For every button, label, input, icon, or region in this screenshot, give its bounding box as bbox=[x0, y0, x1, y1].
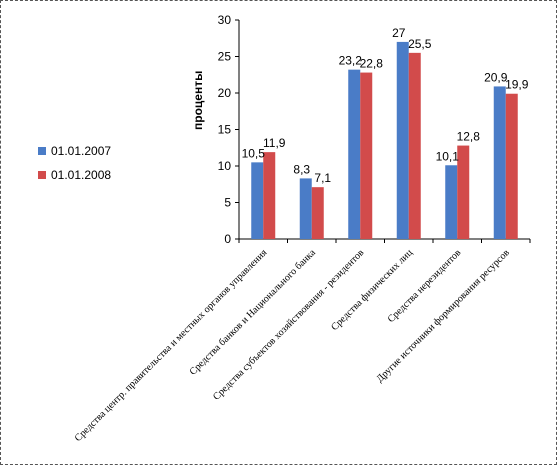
y-tick-label: 25 bbox=[218, 50, 232, 64]
data-label: 27 bbox=[392, 26, 406, 40]
bar bbox=[457, 145, 470, 239]
bar bbox=[263, 152, 276, 239]
legend: 01.01.2007 01.01.2008 bbox=[38, 139, 111, 187]
data-label: 10,1 bbox=[436, 149, 460, 163]
data-label: 11,9 bbox=[263, 136, 286, 150]
legend-label-series-1: 01.01.2007 bbox=[51, 144, 112, 158]
category-labels: Средства центр. правительства и местных … bbox=[73, 247, 512, 444]
bar bbox=[396, 41, 409, 240]
bar bbox=[445, 165, 458, 239]
y-tick-label: 20 bbox=[218, 86, 232, 100]
data-label: 8,3 bbox=[293, 162, 310, 176]
legend-item-series-2: 01.01.2008 bbox=[38, 163, 111, 187]
data-label: 10,5 bbox=[242, 146, 266, 160]
data-label: 20,9 bbox=[484, 70, 508, 84]
bar bbox=[493, 86, 506, 240]
data-labels: 10,5 8,3 23,2 27 10,1 20,9 11,9 7,1 22,8 25,5 12,8… bbox=[242, 26, 529, 185]
legend-item-series-1: 01.01.2007 bbox=[38, 139, 111, 163]
bar bbox=[299, 178, 312, 239]
category-label: Средства центр. правительства и местных … bbox=[73, 247, 270, 444]
y-tick-label: 30 bbox=[218, 13, 232, 27]
bar bbox=[505, 93, 518, 239]
data-label: 19,9 bbox=[505, 78, 529, 92]
bar bbox=[311, 187, 324, 239]
legend-swatch-series-2 bbox=[38, 171, 46, 179]
bar bbox=[251, 162, 264, 239]
bars bbox=[251, 41, 518, 240]
data-label: 25,5 bbox=[408, 37, 432, 51]
category-label: Средства физических лиц bbox=[329, 247, 415, 333]
axes: 0 5 10 15 20 25 30 bbox=[218, 13, 531, 246]
data-label: 7,1 bbox=[314, 171, 331, 185]
y-tick-label: 0 bbox=[224, 232, 231, 246]
y-tick-label: 15 bbox=[218, 123, 232, 137]
data-label: 22,8 bbox=[360, 57, 384, 71]
bar bbox=[408, 52, 421, 239]
y-axis-label: проценты bbox=[191, 70, 205, 130]
bar bbox=[360, 72, 373, 239]
data-label: 12,8 bbox=[457, 130, 481, 144]
y-tick-label: 5 bbox=[224, 196, 231, 210]
data-label: 23,2 bbox=[339, 54, 363, 68]
y-tick-label: 10 bbox=[218, 159, 232, 173]
legend-label-series-2: 01.01.2008 bbox=[51, 168, 112, 182]
legend-swatch-series-1 bbox=[38, 147, 46, 155]
bar bbox=[348, 69, 361, 239]
